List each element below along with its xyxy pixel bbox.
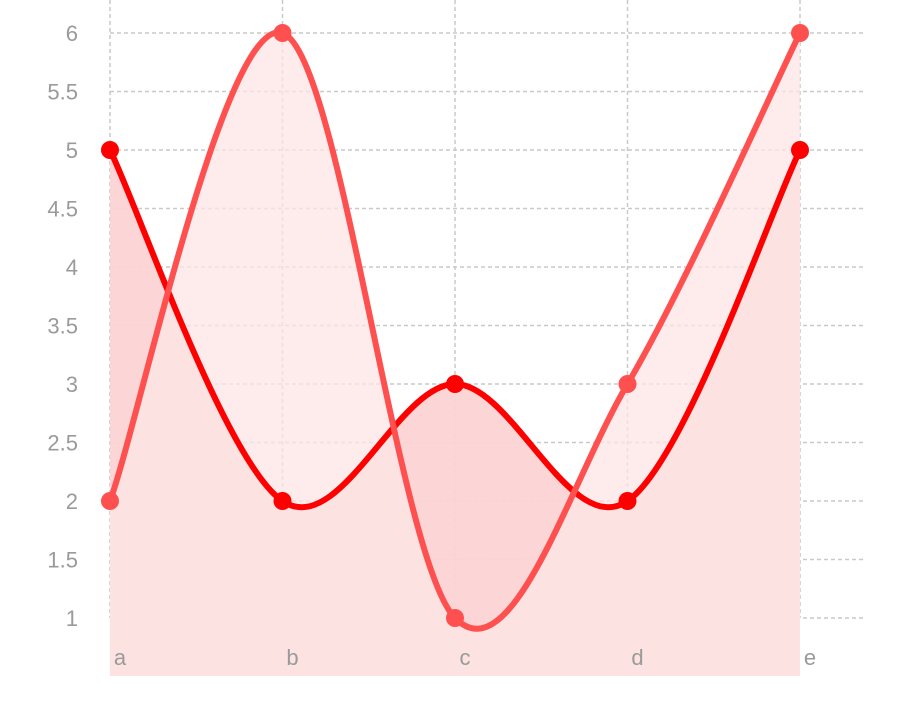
data-point xyxy=(273,24,292,42)
x-tick-label: d xyxy=(631,645,643,670)
y-tick-label: 3.5 xyxy=(47,314,78,339)
y-tick-label: 2.5 xyxy=(47,431,78,456)
y-tick-label: 3 xyxy=(66,372,78,397)
y-tick-label: 4 xyxy=(66,255,78,280)
data-point xyxy=(446,375,464,393)
data-point xyxy=(101,492,119,510)
y-tick-label: 1 xyxy=(66,606,78,631)
data-point xyxy=(446,609,464,627)
data-point xyxy=(618,375,637,393)
x-tick-label: b xyxy=(286,645,298,670)
y-tick-label: 1.5 xyxy=(47,548,78,573)
y-tick-label: 5 xyxy=(66,138,78,163)
y-tick-label: 2 xyxy=(66,489,78,514)
tick-labels: 1 1.5 2 2.5 3 3.5 4 4.5 5 5.5 6 a b c d e xyxy=(47,21,816,670)
area-fills xyxy=(110,32,800,676)
data-point xyxy=(791,141,809,159)
y-tick-label: 4.5 xyxy=(47,197,78,222)
y-tick-label: 5.5 xyxy=(47,80,78,105)
x-tick-label: e xyxy=(804,645,816,670)
data-point xyxy=(273,492,292,510)
series-area xyxy=(110,32,800,676)
data-point xyxy=(101,141,119,159)
series-line xyxy=(107,29,803,632)
data-points xyxy=(101,24,809,627)
y-tick-label: 6 xyxy=(66,21,78,46)
data-point xyxy=(791,24,809,42)
x-tick-label: c xyxy=(460,645,471,670)
x-tick-label: a xyxy=(114,645,127,670)
data-point xyxy=(618,492,637,510)
